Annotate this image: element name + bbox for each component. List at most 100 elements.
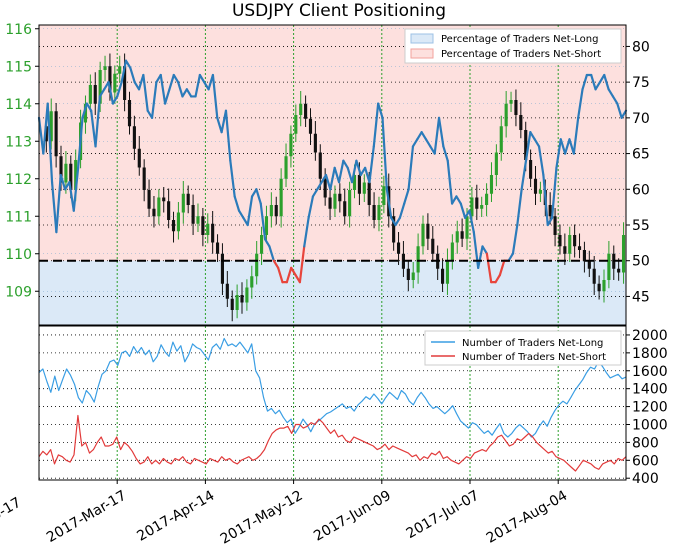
price-candle bbox=[475, 197, 479, 209]
price-candle bbox=[74, 160, 78, 190]
percent-tick-label: 55 bbox=[632, 218, 650, 234]
net-long-pct-segment bbox=[520, 159, 528, 191]
net-long-pct-segment bbox=[198, 73, 206, 84]
net-long-pct-segment bbox=[246, 195, 254, 227]
percent-tick-label: 65 bbox=[632, 147, 650, 163]
net-long-pct-segment bbox=[298, 245, 306, 284]
net-long-pct-segment bbox=[68, 181, 75, 212]
price-candle bbox=[167, 201, 171, 220]
price-candle bbox=[206, 223, 210, 235]
percent-tick-label: 45 bbox=[632, 289, 650, 305]
price-candle bbox=[284, 156, 288, 179]
price-candle bbox=[260, 235, 264, 254]
net-long-pct-segment bbox=[216, 116, 223, 134]
price-candle bbox=[49, 111, 53, 142]
price-candle bbox=[313, 133, 317, 153]
price-candle bbox=[362, 182, 366, 194]
price-candle bbox=[333, 193, 337, 209]
legend-label-net-long-pct: Percentage of Traders Net-Long bbox=[441, 34, 599, 45]
net-long-pct-segment bbox=[142, 73, 149, 112]
net-long-pct-segment bbox=[403, 188, 410, 205]
price-candle bbox=[113, 73, 117, 93]
price-candle bbox=[426, 223, 430, 239]
net-long-pct-segment bbox=[264, 238, 271, 248]
net-long-pct-segment bbox=[346, 166, 354, 184]
net-long-pct-segment bbox=[416, 131, 423, 141]
price-candle bbox=[348, 190, 352, 217]
net-long-pct-segment bbox=[159, 73, 167, 105]
net-long-pct-segment bbox=[485, 252, 493, 284]
price-tick-label: 112 bbox=[5, 172, 32, 188]
net-long-pct-segment bbox=[342, 159, 349, 169]
percent-tick-label: 50 bbox=[632, 254, 650, 270]
price-candle bbox=[88, 85, 92, 104]
price-candle bbox=[377, 205, 381, 220]
price-candle bbox=[524, 130, 528, 160]
price-candle bbox=[54, 111, 58, 157]
price-candle bbox=[382, 186, 386, 205]
net-long-pct-segment bbox=[185, 88, 193, 98]
price-candle bbox=[176, 212, 180, 232]
net-long-pct-segment bbox=[277, 266, 284, 284]
price-candle bbox=[406, 268, 410, 280]
price-candle bbox=[568, 235, 572, 254]
price-candle bbox=[548, 205, 552, 217]
net-long-pct-segment bbox=[229, 159, 236, 198]
percent-tick-label: 80 bbox=[632, 39, 650, 55]
net-long-pct-segment bbox=[42, 102, 49, 155]
net-long-pct-segment bbox=[559, 138, 567, 155]
price-candle bbox=[396, 242, 401, 254]
net-long-pct-segment bbox=[237, 209, 245, 219]
net-long-pct-segment bbox=[546, 216, 554, 227]
price-candle bbox=[470, 197, 474, 217]
price-tick-label: 111 bbox=[5, 209, 32, 225]
net-long-pct-segment bbox=[494, 273, 502, 284]
price-tick-label: 109 bbox=[5, 284, 32, 300]
lower-plot-border bbox=[38, 325, 627, 481]
price-candle bbox=[59, 156, 63, 183]
net-long-pct-segment bbox=[524, 131, 532, 162]
upper-panel: 109 110 111 112 113 114 115 116 45 50 55 60 65 70 75 8… bbox=[5, 22, 650, 326]
price-candle bbox=[455, 231, 459, 243]
price-candle bbox=[274, 205, 278, 217]
price-candle bbox=[250, 276, 254, 288]
net-long-pct-segment bbox=[511, 223, 519, 255]
net-long-pct-segment bbox=[529, 131, 536, 141]
price-candle bbox=[108, 66, 112, 93]
price-candle bbox=[69, 163, 73, 190]
net-long-pct-segment bbox=[446, 159, 454, 205]
net-long-pct-segment bbox=[350, 159, 358, 184]
price-candle bbox=[201, 216, 205, 235]
legend-swatch-net-short-pct bbox=[410, 48, 434, 59]
price-candle bbox=[445, 261, 450, 284]
net-long-pct-segment bbox=[620, 109, 628, 119]
price-tick-label: 110 bbox=[5, 247, 32, 263]
net-short-count-line bbox=[38, 414, 627, 472]
price-candle bbox=[225, 283, 229, 299]
price-candle bbox=[367, 182, 371, 205]
price-candle bbox=[235, 295, 239, 310]
price-candle bbox=[480, 205, 484, 209]
net-long-pct-segment bbox=[590, 73, 597, 91]
net-long-pct-segment bbox=[607, 88, 615, 98]
net-long-pct-segment bbox=[55, 173, 62, 234]
price-candle bbox=[577, 246, 582, 250]
price-candle bbox=[181, 193, 185, 213]
net-long-pct-segment bbox=[537, 145, 545, 177]
net-long-pct-segment bbox=[390, 216, 397, 227]
net-long-pct-segment bbox=[564, 138, 571, 155]
net-long-pct-segment bbox=[98, 88, 106, 98]
price-candle bbox=[137, 148, 141, 168]
price-candle bbox=[602, 280, 606, 292]
price-candle bbox=[558, 235, 562, 247]
net-long-pct-segment bbox=[268, 245, 275, 262]
price-candle bbox=[308, 118, 313, 134]
price-candle bbox=[489, 175, 494, 194]
upper-plot-border bbox=[38, 24, 627, 326]
price-candle bbox=[450, 242, 454, 262]
net-long-pct-segment bbox=[337, 159, 345, 184]
date-axis: eb-17 2017-Mar-17 2017-Apr-14 2017-May-12 20… bbox=[0, 480, 570, 545]
net-long-pct-segment bbox=[111, 95, 119, 105]
net-long-pct-segment bbox=[316, 181, 323, 191]
